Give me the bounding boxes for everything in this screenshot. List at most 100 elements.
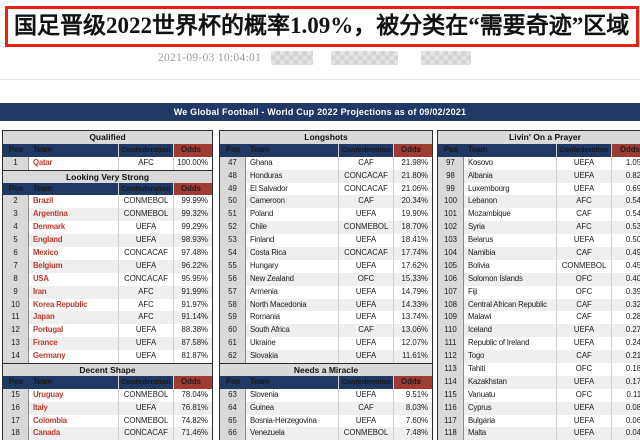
odds-column-header: Odds [394, 375, 432, 389]
pos-cell: 104 [438, 247, 464, 260]
team-cell: Iceland [464, 324, 557, 338]
table-row: 54 Costa Rica CONCACAF 17.74% [220, 247, 432, 260]
odds-cell: 0.17% [612, 375, 640, 389]
team-cell: Mexico [29, 247, 119, 260]
pos-cell: 99 [438, 182, 464, 196]
odds-cell: 0.82% [612, 169, 640, 183]
confederation-cell: CAF [339, 195, 394, 209]
confederation-cell: UEFA [119, 324, 174, 338]
odds-column-header: Odds [174, 375, 212, 389]
confederation-cell: UEFA [339, 234, 394, 248]
odds-cell: 7.48% [394, 427, 432, 440]
pos-cell: 111 [438, 337, 464, 351]
confederation-cell: CAF [557, 247, 612, 260]
table-row: 51 Poland UEFA 19.90% [220, 208, 432, 222]
confederation-cell: CONMEBOL [557, 259, 612, 273]
confederation-cell: CONMEBOL [119, 388, 174, 402]
odds-cell: 91.14% [174, 311, 212, 325]
confederation-cell: UEFA [119, 350, 174, 364]
odds-cell: 0.28% [625, 312, 640, 322]
odds-cell: 88.38% [181, 325, 208, 335]
table-row: 49 El Salvador CONCACAF 21.06% [220, 182, 432, 196]
pos-cell: 52 [220, 221, 246, 235]
pos-cell: 62 [220, 350, 246, 364]
odds-cell: 0.54% [612, 195, 640, 209]
table-row: 56 New Zealand OFC 15.33% [220, 272, 432, 286]
table-row: 48 Honduras CONCACAF 21.80% [220, 169, 432, 183]
odds-cell: 0.69% [625, 183, 640, 193]
odds-cell: 0.11% [626, 389, 640, 399]
odds-cell: 1.05% [625, 157, 640, 167]
odds-cell: 14.33% [394, 298, 432, 312]
pos-cell: 115 [438, 388, 464, 402]
table-row: 58 North Macedonia UEFA 14.33% [220, 298, 432, 312]
table-row: 11 Japan AFC 91.14% [3, 311, 212, 325]
confederation-cell: UEFA [339, 259, 394, 273]
odds-cell: 97.48% [181, 248, 208, 258]
team-cell: Germany [29, 350, 119, 364]
section-header: Looking Very Strong [3, 169, 212, 183]
pos-cell: 56 [220, 272, 246, 286]
pos-cell: 103 [438, 234, 464, 248]
odds-cell: 17.74% [394, 247, 432, 260]
redacted-source-block [421, 50, 472, 65]
confederation-cell: CONMEBOL [339, 427, 394, 440]
livin-on-a-prayer-table: Livin' On a Prayer Pos Team Confederation Od… [437, 130, 640, 440]
confederation-cell: UEFA [557, 375, 612, 389]
team-cell: Togo [464, 350, 557, 364]
confederation-cell: AFC [557, 195, 612, 209]
team-cell: Guinea [246, 401, 339, 415]
pos-cell: 51 [220, 208, 246, 222]
confederation-cell: UEFA [119, 401, 174, 415]
confederation-column-header: Confederation [119, 143, 174, 157]
odds-cell: 76.81% [174, 401, 212, 415]
pos-cell: 6 [3, 247, 29, 260]
confederation-cell: CONMEBOL [119, 208, 174, 222]
table-row: 64 Guinea CAF 8.03% [220, 401, 432, 415]
confederation-cell: CAF [557, 311, 612, 325]
table-row: 15 Uruguay CONMEBOL 78.04% [3, 388, 212, 402]
odds-column-header: Odds [174, 182, 212, 196]
odds-cell: 91.97% [181, 299, 208, 309]
odds-cell: 71.46% [174, 427, 212, 440]
confederation-cell: OFC [339, 272, 394, 286]
odds-cell: 0.24% [625, 338, 640, 348]
confederation-cell: CAF [339, 401, 394, 415]
odds-cell: 0.50% [625, 235, 640, 245]
team-cell: New Zealand [246, 272, 339, 286]
confederation-cell: UEFA [557, 234, 612, 248]
table-row: 61 Ukraine UEFA 12.07% [220, 337, 432, 351]
table-row: 10 Korea Republic AFC 91.97% [3, 298, 212, 312]
confederation-column-header: Confederation [339, 375, 394, 389]
confederation-cell: AFC [557, 221, 612, 235]
team-cell: Central African Republic [464, 298, 557, 312]
table-row: 2 Brazil CONMEBOL 99.99% [3, 195, 212, 209]
pos-cell: 1 [3, 156, 29, 170]
odds-cell: 19.90% [401, 209, 428, 219]
confederation-cell: CONCACAF [339, 247, 394, 260]
team-cell: Malawi [464, 311, 557, 325]
table-row: 66 Venezuela CONMEBOL 7.48% [220, 427, 432, 440]
pos-cell: 47 [220, 156, 246, 170]
confederation-cell: UEFA [119, 221, 174, 235]
pos-cell: 48 [220, 169, 246, 183]
pos-column-header: Pos [8, 144, 24, 154]
team-cell: Hungary [246, 259, 339, 273]
odds-cell: 7.60% [405, 415, 428, 425]
table-row: 17 Colombia CONMEBOL 74.82% [3, 414, 212, 428]
team-cell: Cyprus [464, 401, 557, 415]
pos-cell: 58 [220, 298, 246, 312]
team-cell: Bosnia-Herzegovina [246, 414, 339, 428]
confederation-cell: CONCACAF [119, 427, 174, 440]
pos-cell: 114 [438, 375, 464, 389]
pos-cell: 2 [3, 195, 29, 209]
odds-cell: 0.32% [612, 298, 640, 312]
pos-column-header: Pos [8, 183, 24, 193]
pos-cell: 4 [3, 221, 29, 235]
odds-cell: 0.49% [612, 247, 640, 260]
team-cell: Luxembourg [464, 182, 557, 196]
